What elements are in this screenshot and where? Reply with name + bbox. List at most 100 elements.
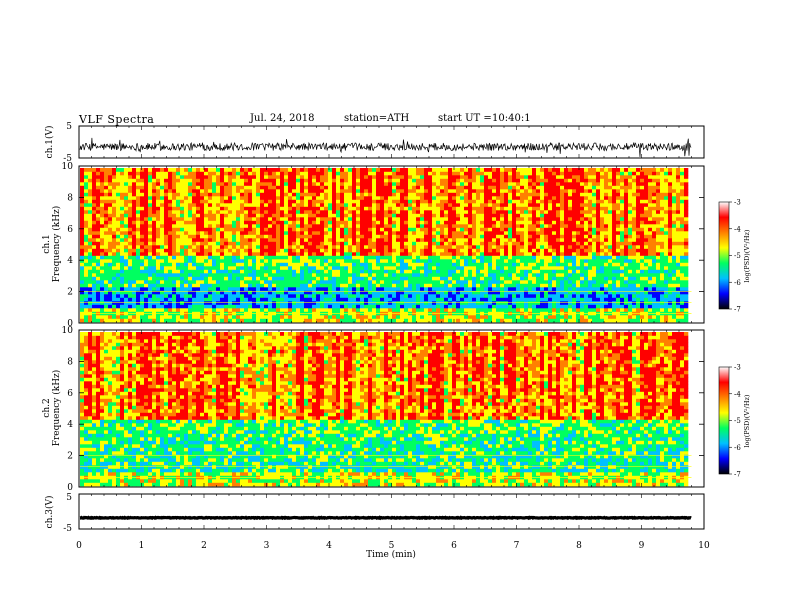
spectrogram-cell (292, 203, 297, 207)
spectrogram-cell (520, 238, 525, 242)
spectrogram-cell (296, 192, 301, 197)
spectrogram-cell (484, 199, 489, 204)
spectrogram-cell (112, 168, 117, 172)
spectrogram-cell (340, 241, 345, 246)
spectrogram-cell (172, 280, 177, 284)
spectrogram-cell (460, 276, 465, 281)
spectrogram-cell (460, 196, 465, 200)
spectrogram-cell (408, 189, 413, 193)
spectrogram-cell (304, 266, 309, 270)
spectrogram-cell (272, 175, 277, 179)
spectrogram-cell (224, 315, 229, 319)
spectrogram-cell (140, 203, 145, 207)
spectrogram-cell (320, 175, 325, 179)
spectrogram-cell (180, 199, 185, 204)
spectrogram-cell (452, 287, 457, 291)
spectrogram-cell (184, 203, 189, 207)
spectrogram-cell (140, 255, 145, 260)
spectrogram-cell (228, 297, 233, 302)
spectrogram-cell (348, 196, 353, 200)
spectrogram-cell (140, 259, 145, 263)
spectrogram-cell (512, 280, 517, 284)
spectrogram-cell (120, 245, 125, 249)
spectrogram-cell (124, 182, 129, 186)
spectrogram-cell (380, 248, 385, 253)
spectrogram-cell (408, 259, 413, 263)
spectrogram-cell (520, 203, 525, 207)
spectrogram-cell (84, 252, 89, 256)
spectrogram-cell (520, 255, 525, 260)
spectrogram-cell (304, 280, 309, 284)
spectrogram-cell (104, 175, 109, 179)
spectrogram-cell (256, 241, 261, 246)
spectrogram-cell (508, 304, 513, 309)
spectrogram-cell (408, 217, 413, 221)
spectrogram-cell (428, 259, 433, 263)
spectrogram-cell (488, 234, 493, 239)
spectrogram-cell (388, 192, 393, 197)
spectrogram-cell (500, 196, 505, 200)
spectrogram-cell (236, 217, 241, 221)
spectrogram-cell (476, 269, 481, 274)
spectrogram-cell (292, 297, 297, 302)
spectrogram-cell (236, 266, 241, 270)
spectrogram-cell (476, 168, 481, 172)
spectrogram-cell (276, 252, 281, 256)
spectrogram-cell (452, 224, 457, 228)
spectrogram-cell (352, 196, 357, 200)
spectrogram-cell (380, 294, 385, 298)
spectrogram-cell (400, 297, 405, 302)
spectrogram-cell (280, 273, 285, 277)
spectrogram-cell (112, 192, 117, 197)
spectrogram-cell (452, 241, 457, 246)
spectrogram-cell (164, 196, 169, 200)
spectrogram-cell (336, 213, 341, 218)
spectrogram-cell (104, 273, 109, 277)
spectrogram-cell (184, 266, 189, 270)
spectrogram-cell (452, 297, 457, 302)
spectrogram-cell (392, 266, 397, 270)
spectrogram-cell (132, 266, 137, 270)
spectrogram-cell (128, 255, 133, 260)
spectrogram-cell (364, 168, 369, 172)
spectrogram-cell (168, 273, 173, 277)
spectrogram-cell (188, 217, 193, 221)
spectrogram-cell (388, 304, 393, 309)
spectrogram-cell (92, 259, 97, 263)
spectrogram-cell (472, 276, 477, 281)
spectrogram-cell (472, 245, 477, 249)
spectrogram-cell (360, 308, 365, 312)
spectrogram-cell (160, 217, 165, 221)
spectrogram-cell (492, 297, 497, 302)
spectrogram-cell (80, 255, 85, 260)
spectrogram-cell (144, 199, 149, 204)
spectrogram-cell (284, 234, 289, 239)
spectrogram-cell (384, 276, 389, 281)
spectrogram-cell (88, 210, 93, 214)
spectrogram-cell (416, 178, 421, 183)
spectrogram-cell (516, 175, 521, 179)
spectrogram-cell (388, 259, 393, 263)
spectrogram-cell (460, 262, 465, 267)
spectrogram-cell (328, 276, 333, 281)
spectrogram-cell (332, 171, 337, 176)
spectrogram-cell (472, 224, 477, 228)
spectrogram-cell (396, 199, 401, 204)
spectrogram-cell (104, 168, 109, 172)
spectrogram-cell (392, 234, 397, 239)
spectrogram-cell (280, 224, 285, 228)
spectrogram-cell (360, 276, 365, 281)
spectrogram-cell (284, 290, 289, 295)
spectrogram-cell (240, 262, 245, 267)
spectrogram-cell (104, 227, 109, 232)
spectrogram-cell (336, 182, 341, 186)
spectrogram-cell (388, 266, 393, 270)
spectrogram-cell (312, 171, 317, 176)
spectrogram-cell (92, 182, 97, 186)
spectrogram-cell (320, 196, 325, 200)
spectrogram-cell (336, 241, 341, 246)
spectrogram-cell (196, 318, 201, 323)
spectrogram-cell (424, 185, 429, 190)
spectrogram-cell (480, 189, 485, 193)
spectrogram-cell (328, 304, 333, 309)
